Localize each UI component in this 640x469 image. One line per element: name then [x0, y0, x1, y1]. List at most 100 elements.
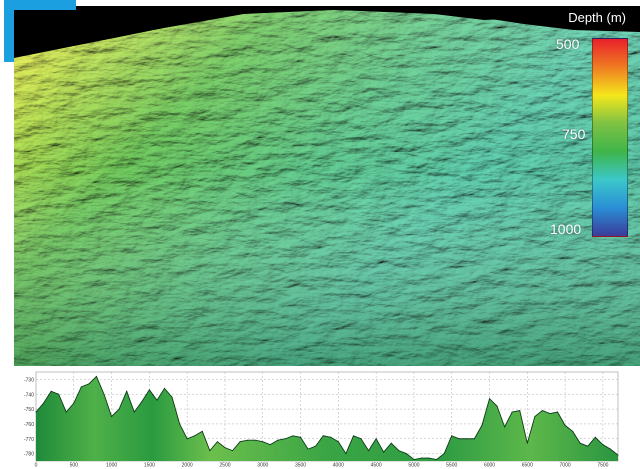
x-tick-label: 0 — [35, 463, 38, 469]
far-edge-void — [444, 6, 640, 32]
x-tick-label: 3500 — [295, 463, 306, 469]
profile-point — [65, 411, 67, 413]
profile-point — [390, 442, 392, 444]
profile-point — [617, 454, 619, 456]
profile-point — [292, 435, 294, 437]
profile-point — [73, 402, 75, 404]
profile-point — [330, 436, 332, 438]
profile-point — [428, 457, 430, 459]
legend-title: Depth (m) — [568, 10, 626, 25]
profile-point — [133, 411, 135, 413]
profile-area-fill — [36, 376, 618, 461]
profile-point — [43, 402, 45, 404]
profile-point — [141, 401, 143, 403]
profile-point — [194, 435, 196, 437]
profile-point — [572, 430, 574, 432]
y-tick-label: -780 — [24, 452, 34, 458]
profile-point — [443, 453, 445, 455]
profile-point — [35, 411, 37, 413]
legend-tick-1000: 1000 — [550, 221, 582, 237]
profile-point — [579, 442, 581, 444]
x-tick-label: 6000 — [484, 463, 495, 469]
profile-point — [405, 453, 407, 455]
profile-point — [247, 439, 249, 441]
y-tick-label: -740 — [24, 392, 34, 398]
bathymetry-3d-view — [14, 6, 640, 366]
profile-point — [383, 451, 385, 453]
profile-point — [504, 426, 506, 428]
profile-point — [345, 453, 347, 455]
x-tick-label: 3000 — [257, 463, 268, 469]
profile-point — [50, 390, 52, 392]
profile-point — [201, 430, 203, 432]
x-tick-label: 2000 — [182, 463, 193, 469]
profile-point — [307, 448, 309, 450]
x-tick-label: 1000 — [106, 463, 117, 469]
profile-point — [224, 447, 226, 449]
x-tick-label: 7000 — [560, 463, 571, 469]
legend-tick-750: 750 — [562, 126, 586, 142]
x-tick-label: 2500 — [219, 463, 230, 469]
profile-point — [413, 459, 415, 461]
corner-bracket-mark — [4, 0, 76, 62]
profile-point — [322, 435, 324, 437]
profile-point — [300, 436, 302, 438]
x-tick-label: 4500 — [371, 463, 382, 469]
profile-line — [35, 375, 619, 461]
x-tick-label: 6500 — [522, 463, 533, 469]
x-tick-label: 5000 — [408, 463, 419, 469]
profile-point — [541, 410, 543, 412]
y-tick-label: -760 — [24, 422, 34, 428]
profile-point — [337, 441, 339, 443]
depth-colorbar — [592, 38, 628, 237]
profile-point — [609, 448, 611, 450]
profile-point — [148, 389, 150, 391]
legend-tick-500: 500 — [556, 36, 580, 52]
profile-point — [95, 375, 97, 377]
y-tick-label: -770 — [24, 437, 34, 443]
profile-point — [352, 435, 354, 437]
profile-point — [466, 438, 468, 440]
profile-point — [587, 445, 589, 447]
profile-point — [277, 439, 279, 441]
x-tick-label: 4000 — [333, 463, 344, 469]
profile-point — [375, 438, 377, 440]
y-tick-label: -730 — [24, 377, 34, 383]
profile-point — [216, 441, 218, 443]
profile-point — [496, 405, 498, 407]
profile-point — [186, 438, 188, 440]
profile-point — [360, 438, 362, 440]
profile-point — [481, 424, 483, 426]
profile-point — [420, 457, 422, 459]
profile-point — [489, 398, 491, 400]
profile-point — [111, 416, 113, 417]
profile-point — [156, 399, 158, 401]
x-tick-label: 5500 — [446, 463, 457, 469]
profile-point — [254, 439, 256, 441]
profile-point — [534, 416, 536, 417]
profile-point — [436, 459, 438, 461]
profile-point — [88, 383, 90, 385]
profile-point — [58, 393, 60, 395]
profile-point — [458, 438, 460, 440]
profile-point — [284, 438, 286, 440]
profile-point — [239, 441, 241, 443]
profile-point — [511, 411, 513, 413]
profile-point — [232, 450, 234, 452]
profile-point — [179, 423, 181, 425]
profile-point — [398, 450, 400, 452]
x-tick-label: 7500 — [597, 463, 608, 469]
profile-point — [473, 438, 475, 440]
profile-point — [549, 413, 551, 415]
x-tick-label: 500 — [70, 463, 79, 469]
profile-point — [368, 450, 370, 452]
profile-point — [451, 435, 453, 437]
profile-point — [171, 396, 173, 398]
profile-point — [103, 393, 105, 395]
profile-point — [557, 411, 559, 413]
profile-point — [118, 408, 120, 410]
x-tick-label: 1500 — [144, 463, 155, 469]
profile-point — [126, 390, 128, 392]
